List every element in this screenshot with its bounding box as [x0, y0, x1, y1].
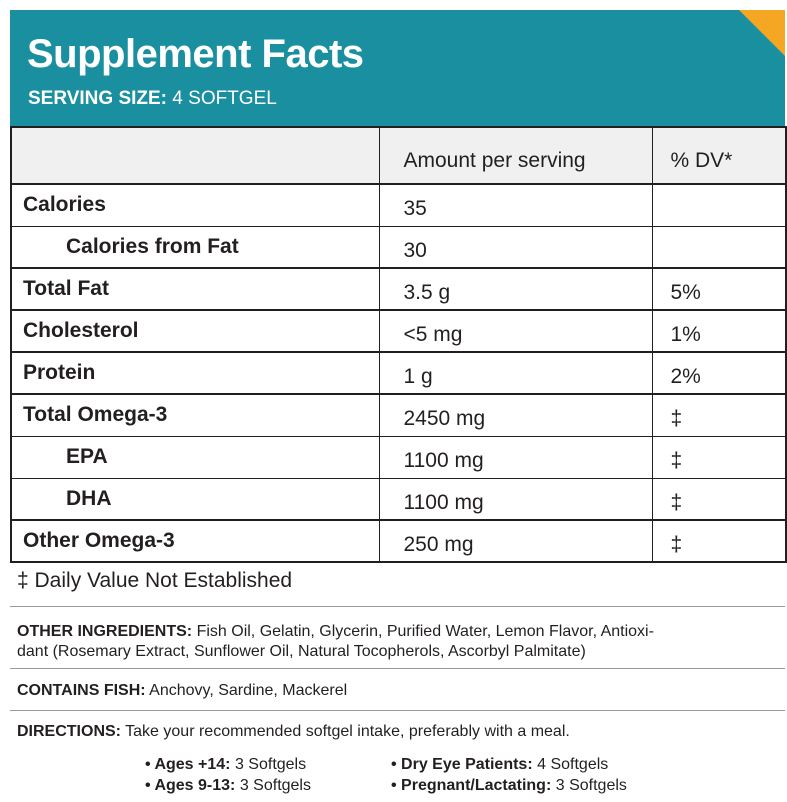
dosage-value: 3 Softgels [239, 777, 311, 794]
table-header-row: Amount per serving % DV* [10, 126, 787, 185]
directions-text: Take your recommended softgel intake, pr… [125, 723, 570, 740]
nutrient-name: Calories from Fat [10, 225, 380, 269]
divider [10, 606, 785, 607]
column-header-amount: Amount per serving [378, 126, 653, 185]
table-row: Cholesterol <5 mg 1% [10, 309, 787, 353]
nutrient-amount: 30 [378, 225, 653, 269]
dosage-label: • Pregnant/Lactating: [391, 777, 552, 794]
nutrient-dv [651, 183, 787, 227]
nutrient-name: Cholesterol [10, 309, 380, 353]
other-ingredients-line1: Fish Oil, Gelatin, Glycerin, Purified Wa… [196, 623, 654, 640]
table-row: Protein 1 g 2% [10, 351, 787, 395]
nutrient-name: Total Omega-3 [10, 393, 380, 437]
nutrient-dv: ‡ [651, 435, 787, 479]
nutrient-amount: 1 g [378, 351, 653, 395]
table-row: Other Omega-3 250 mg ‡ [10, 519, 787, 563]
nutrient-dv: 2% [651, 351, 787, 395]
dosage-label: • Dry Eye Patients: [391, 756, 533, 773]
dosage-item: • Dry Eye Patients: 4 Softgels [391, 754, 608, 776]
dosage-item: • Ages +14: 3 Softgels [145, 754, 306, 776]
other-ingredients-line2: dant (Rosemary Extract, Sunflower Oil, N… [17, 643, 586, 660]
nutrient-dv: ‡ [651, 519, 787, 563]
nutrient-amount: 250 mg [378, 519, 653, 563]
serving-size-value: 4 SOFTGEL [172, 88, 277, 109]
nutrient-dv: 1% [651, 309, 787, 353]
nutrient-name: Protein [10, 351, 380, 395]
table-row: EPA 1100 mg ‡ [10, 435, 787, 479]
table-row: Total Omega-3 2450 mg ‡ [10, 393, 787, 437]
dosage-value: 3 Softgels [234, 756, 307, 773]
nutrient-dv: 5% [651, 267, 787, 311]
nutrition-table: Amount per serving % DV* Calories 35 Cal… [10, 126, 787, 563]
nutrient-amount: <5 mg [378, 309, 653, 353]
column-header-dv: % DV* [651, 126, 787, 185]
table-row: Total Fat 3.5 g 5% [10, 267, 787, 311]
dosage-item: • Ages 9-13: 3 Softgels [145, 775, 311, 797]
dosage-value: 4 Softgels [537, 756, 609, 773]
nutrient-name: DHA [10, 477, 380, 521]
nutrient-amount: 3.5 g [378, 267, 653, 311]
other-ingredients-label: OTHER INGREDIENTS: [17, 623, 193, 640]
other-ingredients: OTHER INGREDIENTS: Fish Oil, Gelatin, Gl… [17, 622, 782, 662]
nutrient-amount: 2450 mg [378, 393, 653, 437]
serving-size-label: SERVING SIZE: [28, 88, 168, 109]
dosage-label: • Ages +14: [145, 756, 231, 773]
nutrient-amount: 35 [378, 183, 653, 227]
contains-fish-text: Anchovy, Sardine, Mackerel [149, 682, 348, 699]
dosage-label: • Ages 9-13: [145, 777, 236, 794]
panel-title: Supplement Facts [27, 32, 364, 76]
nutrient-amount: 1100 mg [378, 477, 653, 521]
dosage-value: 3 Softgels [555, 777, 627, 794]
divider [10, 668, 785, 669]
table-row: DHA 1100 mg ‡ [10, 477, 787, 521]
nutrient-dv: ‡ [651, 477, 787, 521]
dosage-item: • Pregnant/Lactating: 3 Softgels [391, 775, 627, 797]
table-row: Calories 35 [10, 183, 787, 227]
directions: DIRECTIONS: Take your recommended softge… [17, 722, 782, 742]
daily-value-footnote: ‡ Daily Value Not Established [17, 569, 293, 592]
serving-size: SERVING SIZE: 4 SOFTGEL [28, 88, 277, 110]
directions-label: DIRECTIONS: [17, 723, 121, 740]
divider [10, 710, 785, 711]
nutrient-name: EPA [10, 435, 380, 479]
table-row: Calories from Fat 30 [10, 225, 787, 269]
nutrient-amount: 1100 mg [378, 435, 653, 479]
contains-fish-label: CONTAINS FISH: [17, 682, 146, 699]
nutrient-name: Other Omega-3 [10, 519, 380, 563]
facts-header: Supplement Facts SERVING SIZE: 4 SOFTGEL [10, 10, 785, 127]
nutrient-name: Calories [10, 183, 380, 227]
nutrient-name: Total Fat [10, 267, 380, 311]
nutrient-dv [651, 225, 787, 269]
contains-fish: CONTAINS FISH: Anchovy, Sardine, Mackere… [17, 681, 782, 701]
column-header-nutrient [10, 126, 380, 185]
nutrient-dv: ‡ [651, 393, 787, 437]
corner-accent [739, 10, 785, 56]
